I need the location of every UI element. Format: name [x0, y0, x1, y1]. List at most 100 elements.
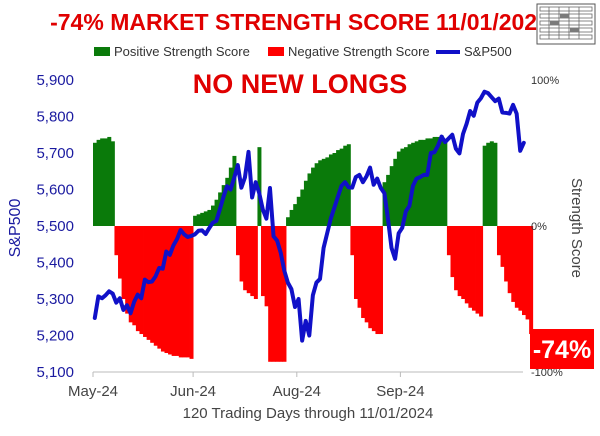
strength-bar	[325, 157, 330, 226]
strength-bar	[153, 226, 158, 346]
strength-bar	[436, 136, 441, 226]
y-tick-label: 5,700	[36, 145, 74, 162]
strength-bar	[414, 141, 419, 226]
strength-bar	[193, 215, 198, 226]
y-axis-ticks: 5,100 5,200 5,300 5,400 5,500 5,600 5,700 5,800…	[36, 72, 74, 381]
strength-bar	[461, 226, 466, 299]
strength-bar	[443, 139, 448, 226]
x-axis-title: 120 Trading Days through 11/01/2024	[183, 405, 434, 422]
strength-bar	[379, 226, 383, 335]
sp500-line	[92, 89, 526, 343]
strength-bar	[368, 226, 373, 329]
strength-bar	[100, 138, 105, 226]
strength-bar	[486, 142, 491, 226]
strength-bar	[207, 209, 212, 226]
strength-bar	[511, 226, 516, 302]
strength-bar	[364, 226, 369, 323]
strength-bar	[293, 204, 298, 226]
strength-bar	[328, 154, 333, 226]
strength-bar	[371, 226, 376, 332]
strength-bar	[500, 226, 505, 267]
strength-bar	[160, 226, 165, 352]
strength-bar	[239, 226, 244, 282]
y-tick-label: 5,800	[36, 109, 74, 126]
strength-bar	[504, 226, 509, 282]
strength-bar	[507, 226, 512, 294]
strength-bar	[214, 199, 219, 226]
strength-bar	[93, 142, 97, 226]
latest-score-label: -74%	[533, 336, 591, 364]
strength-bar	[182, 226, 187, 358]
strength-bar	[228, 167, 233, 226]
legend-line-label: S&P500	[464, 44, 512, 59]
strength-bar	[361, 226, 366, 318]
strength-bar	[471, 226, 476, 311]
strength-bar	[311, 167, 316, 226]
strength-bar	[396, 151, 401, 226]
strength-bar	[429, 138, 434, 226]
strength-bar	[236, 226, 240, 256]
strength-bar	[150, 226, 155, 343]
strength-bar	[125, 226, 130, 314]
sp500-series	[92, 89, 526, 343]
strength-bar	[482, 145, 487, 226]
strength-bar	[296, 196, 301, 226]
strength-bar	[282, 226, 287, 362]
strength-bar	[318, 160, 323, 226]
strength-bar	[314, 163, 319, 226]
strength-bar	[425, 138, 430, 226]
strength-bar	[529, 226, 534, 335]
strength-bar	[171, 226, 176, 356]
strength-bar	[479, 226, 484, 317]
strength-bar	[200, 212, 205, 226]
strength-bar	[493, 142, 498, 226]
x-tick-label: May-24	[68, 383, 118, 400]
strength-bar	[332, 153, 337, 226]
strength-bar	[418, 139, 423, 226]
strength-bar	[103, 138, 108, 226]
strength-bar	[321, 158, 326, 226]
x-tick-label: Jun-24	[170, 383, 216, 400]
strength-bar	[121, 226, 126, 299]
strength-bar	[336, 150, 341, 226]
latest-score-badge	[530, 329, 594, 369]
strength-bar	[489, 141, 494, 226]
strength-bar	[128, 226, 133, 323]
strength-bar	[232, 155, 237, 226]
strength-bar	[139, 226, 144, 335]
y-tick-label: 5,400	[36, 255, 74, 272]
strength-bar	[203, 211, 208, 226]
strength-bar	[114, 226, 119, 256]
strength-bar	[253, 226, 258, 299]
strength-bar	[246, 226, 251, 294]
strength-bar	[157, 226, 162, 349]
y-tick-label: 5,200	[36, 328, 74, 345]
legend-negative-label: Negative Strength Score	[288, 44, 430, 59]
strength-bar	[307, 173, 312, 226]
chart-title: -74% MARKET STRENGTH SCORE 11/01/2024	[50, 9, 550, 35]
strength-bar	[196, 214, 201, 226]
y-tick-label: 5,500	[36, 218, 74, 235]
strength-bar	[243, 226, 248, 291]
strength-bars	[93, 135, 534, 362]
x-tick-label: Aug-24	[273, 383, 321, 400]
strength-bar	[400, 148, 405, 226]
strength-bar	[525, 226, 530, 320]
strength-bar	[457, 226, 462, 297]
strength-bar	[132, 226, 137, 326]
strength-bar	[357, 226, 362, 308]
strength-bar	[468, 226, 473, 308]
strength-bar	[261, 226, 265, 297]
y-tick-label: 5,900	[36, 72, 74, 89]
strength-bar	[496, 226, 501, 256]
strength-bar	[439, 135, 444, 226]
no-new-longs-annotation: NO NEW LONGS	[193, 69, 408, 99]
y2-tick-label: 0%	[531, 221, 547, 233]
x-tick-label: Sep-24	[376, 383, 424, 400]
strength-bar	[118, 226, 123, 279]
strength-bar	[268, 226, 273, 362]
y2-tick-label: 100%	[531, 75, 559, 87]
y2-axis-ticks: 100% 0% -100%	[531, 75, 563, 379]
strength-bar	[393, 158, 398, 226]
